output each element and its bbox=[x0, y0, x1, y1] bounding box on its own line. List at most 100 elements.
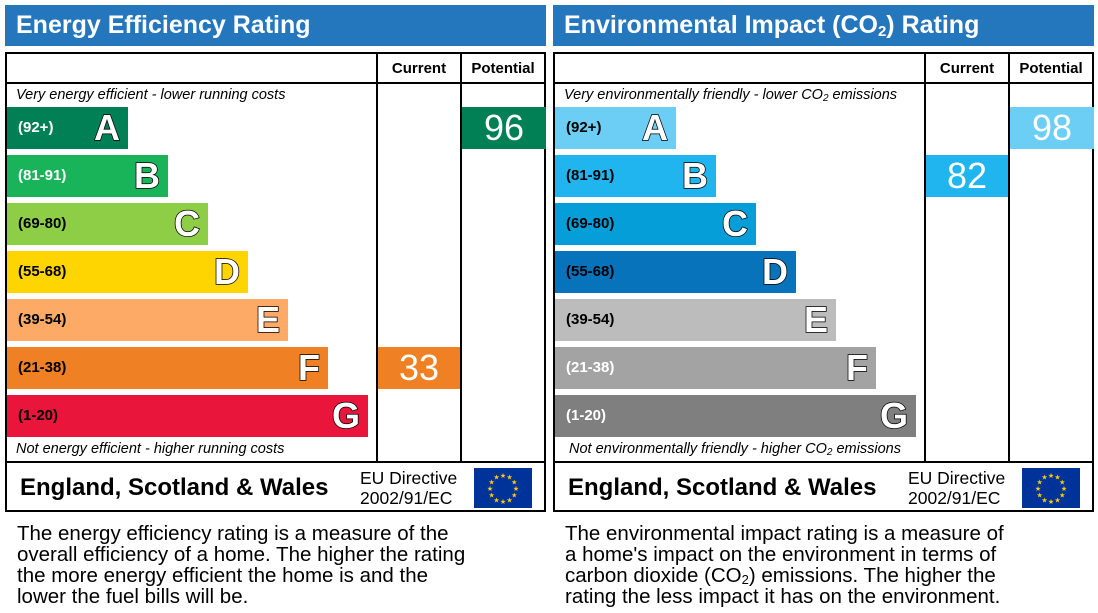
ei-divider-current bbox=[924, 52, 926, 463]
ei-title: Environmental Impact (CO2) Rating bbox=[553, 5, 1094, 46]
ei-title-suffix: ) Rating bbox=[886, 11, 980, 39]
ei-top-caption-sub: 2 bbox=[822, 93, 829, 104]
eu-flag-icon: ★ ★ ★ ★ ★ ★ ★ ★ ★ ★ ★ ★ bbox=[474, 468, 532, 508]
ei-current-header: Current bbox=[939, 60, 995, 77]
eu-star-icon: ★ bbox=[506, 496, 512, 504]
ee-band-b-range: (81-91) bbox=[18, 167, 67, 184]
ei-description-line3-prefix: carbon dioxide (CO bbox=[565, 564, 742, 587]
eu-star-icon: ★ bbox=[489, 479, 495, 487]
eu-star-icon: ★ bbox=[1059, 479, 1065, 487]
eu-star-icon: ★ bbox=[1037, 479, 1043, 487]
ee-divider-potential bbox=[460, 52, 462, 463]
ee-band-f: (21-38) F bbox=[7, 346, 328, 389]
eu-star-icon: ★ bbox=[487, 485, 493, 493]
ei-band-f-letter: F bbox=[845, 346, 869, 389]
ee-band-g-range: (1-20) bbox=[18, 407, 59, 424]
ee-band-e-range: (39-54) bbox=[18, 311, 67, 328]
ee-current-header: Current bbox=[391, 60, 447, 77]
eu-star-icon: ★ bbox=[1048, 472, 1054, 480]
eu-star-icon: ★ bbox=[1041, 474, 1047, 482]
ee-description-line: The energy efficiency rating is a measur… bbox=[17, 522, 449, 545]
ee-band-d-letter: D bbox=[213, 250, 241, 293]
ei-band-b-range: (81-91) bbox=[566, 167, 615, 184]
ei-band-b-letter: B bbox=[681, 154, 709, 197]
ei-band-e: (39-54) E bbox=[555, 298, 836, 341]
ei-band-b: (81-91) B bbox=[555, 154, 716, 197]
eu-star-icon: ★ bbox=[493, 496, 499, 504]
ee-band-f-range: (21-38) bbox=[18, 359, 67, 376]
ee-band-a-letter: A bbox=[93, 106, 121, 149]
ei-footer-line bbox=[553, 461, 1094, 463]
ei-band-c: (69-80) C bbox=[555, 202, 756, 245]
ei-band-e-letter: E bbox=[803, 298, 829, 341]
eu-star-icon: ★ bbox=[1059, 492, 1065, 500]
ei-description-line: a home's impact on the environment in te… bbox=[565, 543, 997, 566]
ee-footer-region: England, Scotland & Wales bbox=[20, 474, 329, 501]
eu-star-icon: ★ bbox=[500, 498, 506, 506]
ee-divider-current bbox=[376, 52, 378, 463]
eu-star-icon: ★ bbox=[489, 492, 495, 500]
ei-top-caption: Very environmentally friendly - lower CO… bbox=[564, 87, 897, 104]
ee-band-b-letter: B bbox=[133, 154, 161, 197]
ee-bottom-caption: Not energy efficient - higher running co… bbox=[16, 441, 285, 457]
eu-flag-stars: ★ ★★★★★★★★★★★ bbox=[1035, 472, 1067, 506]
ei-bottom-caption-suffix: emissions bbox=[832, 441, 901, 457]
ei-current-rating: 82 bbox=[926, 155, 1008, 197]
eu-star-icon: ★ bbox=[1054, 474, 1060, 482]
ei-potential-header: Potential bbox=[1019, 60, 1083, 77]
ee-band-a-range: (92+) bbox=[18, 119, 54, 136]
ei-bottom-caption-prefix: Not environmentally friendly - higher CO bbox=[569, 441, 827, 457]
ee-footer-line bbox=[5, 461, 546, 463]
ee-eu-directive-line1: EU Directive bbox=[360, 468, 458, 488]
ei-band-a-range: (92+) bbox=[566, 119, 602, 136]
ee-description-line: the more energy efficient the home is an… bbox=[17, 564, 429, 587]
ei-top-caption-prefix: Very environmentally friendly - lower CO bbox=[564, 87, 823, 103]
eu-star-icon: ★ bbox=[1048, 498, 1054, 506]
ee-eu-directive: EU Directive 2002/91/EC bbox=[360, 468, 457, 508]
ee-band-c-letter: C bbox=[173, 202, 201, 245]
ei-description-line3-suffix: ) emissions. The higher the bbox=[748, 564, 996, 587]
eu-flag-icon: ★ ★ ★ ★ ★ ★ ★ ★ ★ ★ ★ ★ bbox=[1022, 468, 1080, 508]
ee-band-d-range: (55-68) bbox=[18, 263, 67, 280]
ei-description-line3-sub: 2 bbox=[741, 572, 749, 587]
ee-band-d: (55-68) D bbox=[7, 250, 248, 293]
ei-eu-directive: EU Directive 2002/91/EC bbox=[908, 468, 1005, 508]
ei-header-line bbox=[553, 82, 1094, 84]
ei-band-e-range: (39-54) bbox=[566, 311, 615, 328]
ei-description-line: The environmental impact rating is a mea… bbox=[565, 522, 1004, 545]
ee-band-e: (39-54) E bbox=[7, 298, 288, 341]
ei-description-line: carbon dioxide (CO2) emissions. The high… bbox=[565, 565, 1004, 586]
ei-divider-potential bbox=[1008, 52, 1010, 463]
ee-band-c: (69-80) C bbox=[7, 202, 208, 245]
ee-band-b: (81-91) B bbox=[7, 154, 168, 197]
eu-star-icon: ★ bbox=[1041, 496, 1047, 504]
ei-potential-rating: 98 bbox=[1010, 107, 1094, 149]
ei-band-g-range: (1-20) bbox=[566, 407, 607, 424]
ee-band-g-letter: G bbox=[331, 394, 361, 437]
energy-efficiency-panel: Energy Efficiency Rating Current Potenti… bbox=[5, 0, 546, 613]
ee-band-g: (1-20) G bbox=[7, 394, 368, 437]
eu-star-icon: ★ bbox=[500, 472, 506, 480]
ei-band-a-letter: A bbox=[641, 106, 669, 149]
ee-chart-frame bbox=[5, 52, 546, 512]
ee-band-f-letter: F bbox=[297, 346, 321, 389]
ei-title-prefix: Environmental Impact (CO bbox=[564, 11, 878, 39]
ei-bottom-caption: Not environmentally friendly - higher CO… bbox=[569, 441, 901, 458]
ei-band-c-letter: C bbox=[721, 202, 749, 245]
ee-potential-rating: 96 bbox=[462, 107, 546, 149]
eu-star-icon: ★ bbox=[493, 474, 499, 482]
ei-band-f: (21-38) F bbox=[555, 346, 876, 389]
ei-band-f-range: (21-38) bbox=[566, 359, 615, 376]
ee-eu-directive-line2: 2002/91/EC bbox=[360, 488, 453, 508]
eu-star-icon: ★ bbox=[1054, 496, 1060, 504]
ei-eu-directive-line2: 2002/91/EC bbox=[908, 488, 1001, 508]
ee-title: Energy Efficiency Rating bbox=[5, 5, 546, 46]
ei-band-a: (92+) A bbox=[555, 106, 676, 149]
ei-title-sub: 2 bbox=[877, 23, 887, 40]
ei-band-d-letter: D bbox=[761, 250, 789, 293]
eu-star-icon: ★ bbox=[506, 474, 512, 482]
eu-star-icon: ★ bbox=[1035, 485, 1041, 493]
ee-top-caption: Very energy efficient - lower running co… bbox=[16, 87, 286, 103]
ei-eu-directive-line1: EU Directive bbox=[908, 468, 1006, 488]
ee-header-line bbox=[5, 82, 546, 84]
